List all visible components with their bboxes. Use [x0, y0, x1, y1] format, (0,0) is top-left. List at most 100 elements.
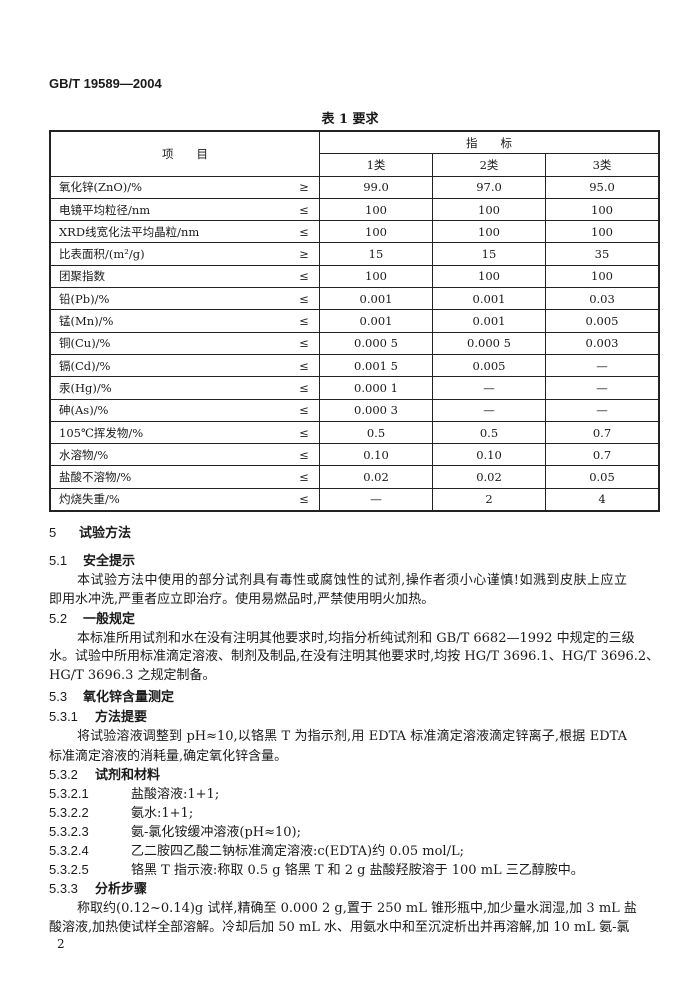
section-title: 安全提示 [83, 554, 136, 569]
table-row: 水溶物/% ≤0.10 0.10 0.7 [49, 443, 660, 467]
row-item: 汞(Hg)/% [49, 376, 289, 400]
row-value: 0.03 [545, 287, 660, 311]
item-number: 5.3.2.3 [49, 824, 89, 839]
row-value: 0.7 [545, 443, 660, 467]
row-value: — [545, 353, 660, 378]
paragraph-line: HG/T 3696.3 之规定制备。 [49, 668, 216, 683]
table-row: 盐酸不溶物/% ≤0.02 0.02 0.05 [49, 465, 660, 489]
row-value: 100 [319, 264, 433, 289]
row-item: 镉(Cd)/% [49, 353, 289, 378]
row-value: 95.0 [545, 175, 660, 199]
section-number: 5.1 [49, 553, 68, 568]
column-header-category: 3类 [545, 153, 660, 177]
requirements-table: 项 目 指 标 1类 2类 3类 氧化锌(ZnO)/% ≥99.0 97.0 95.0… [49, 130, 660, 513]
row-item: XRD线宽化法平均晶粒/nm [49, 220, 289, 244]
row-value: 100 [432, 220, 546, 244]
section-5-2-heading: 5.2 一般规定 [49, 608, 135, 627]
row-item: 比表面积/(m²/g) [49, 242, 289, 266]
table-row: XRD线宽化法平均晶粒/nm ≤100 100 100 [49, 220, 660, 244]
row-item: 水溶物/% [49, 443, 289, 467]
item-number: 5.3.2.1 [49, 786, 89, 801]
row-operator: ≥ [289, 175, 320, 199]
row-value: 100 [545, 220, 660, 244]
item-text: 氨-氯化铵缓冲溶液(pH≈10); [131, 825, 302, 840]
paragraph-line: 将试验溶液调整到 pH≈10,以铬黑 T 为指示剂,用 EDTA 标准滴定溶液滴… [77, 729, 627, 744]
row-item: 铅(Pb)/% [49, 287, 289, 311]
column-header-index: 指 标 [319, 130, 660, 155]
row-value: 0.10 [432, 443, 546, 467]
row-operator: ≤ [289, 398, 320, 422]
row-value: 0.001 5 [319, 353, 433, 378]
row-value: 0.001 [319, 287, 433, 311]
section-5-3-heading: 5.3 氧化锌含量测定 [49, 686, 174, 705]
item-text: 铬黑 T 指示液:称取 0.5 g 铬黑 T 和 2 g 盐酸羟胺溶于 100 … [131, 863, 584, 878]
section-5-3-2-heading: 5.3.2 试剂和材料 [49, 764, 160, 783]
reagent-item: 5.3.2.2 氨水:1+1; [49, 802, 193, 821]
section-title: 试剂和材料 [95, 768, 161, 783]
item-text: 乙二胺四乙酸二钠标准滴定溶液:c(EDTA)约 0.05 mol/L; [131, 844, 464, 859]
section-title: 试验方法 [79, 526, 132, 541]
row-value: 0.10 [319, 443, 433, 467]
row-value: 100 [432, 264, 546, 289]
row-value: — [432, 398, 546, 422]
table-row: 砷(As)/% ≤0.000 3— — [49, 398, 660, 422]
row-value: 0.000 5 [319, 331, 433, 355]
section-number: 5.3 [49, 689, 68, 704]
table-title: 表 1 要求 [321, 112, 379, 127]
reagent-item: 5.3.2.4 乙二胺四乙酸二钠标准滴定溶液:c(EDTA)约 0.05 mol/… [49, 840, 464, 859]
row-item: 砷(As)/% [49, 398, 289, 422]
row-value: 0.005 [432, 353, 546, 378]
paragraph-line: 称取约(0.12~0.14)g 试样,精确至 0.000 2 g,置于 250 … [77, 901, 637, 916]
row-item: 105℃挥发物/% [49, 420, 289, 445]
table-row: 比表面积/(m²/g) ≥15 15 35 [49, 242, 660, 266]
row-value: — [545, 398, 660, 422]
section-number: 5.3.1 [49, 709, 78, 724]
row-value: 100 [545, 197, 660, 222]
row-operator: ≤ [289, 353, 320, 378]
table-row: 105℃挥发物/% ≤0.5 0.5 0.7 [49, 420, 660, 445]
row-item: 盐酸不溶物/% [49, 465, 289, 489]
row-value: 0.000 5 [432, 331, 546, 355]
paragraph-line: 即用水冲洗,严重者应立即治疗。使用易燃品时,严禁使用明火加热。 [49, 592, 435, 607]
row-value: 2 [432, 487, 546, 512]
table-row: 汞(Hg)/% ≤0.000 1— — [49, 376, 660, 400]
reagent-item: 5.3.2.1 盐酸溶液:1+1; [49, 783, 219, 802]
page-number: 2 [57, 937, 65, 951]
row-operator: ≤ [289, 487, 320, 512]
row-value: 0.05 [545, 465, 660, 489]
row-value: 4 [545, 487, 660, 512]
paragraph-line: 水。试验中所用标准滴定溶液、制剂及制品,在没有注明其他要求时,均按 HG/T 3… [49, 649, 660, 664]
row-value: 15 [319, 242, 433, 266]
column-header-item: 项 目 [49, 130, 320, 177]
row-value: 0.005 [545, 309, 660, 333]
section-title: 分析步骤 [95, 882, 148, 897]
row-item: 灼烧失重/% [49, 487, 289, 512]
row-item: 电镜平均粒径/nm [49, 197, 289, 222]
section-number: 5 [49, 525, 57, 540]
section-title: 一般规定 [83, 612, 136, 627]
row-value: 0.5 [432, 420, 546, 445]
row-operator: ≤ [289, 465, 320, 489]
row-item: 铜(Cu)/% [49, 331, 289, 355]
row-value: 0.02 [319, 465, 433, 489]
paragraph-line: 本试验方法中使用的部分试剂具有毒性或腐蚀性的试剂,操作者须小心谨慎!如溅到皮肤上… [77, 573, 627, 588]
section-title: 氧化锌含量测定 [83, 690, 175, 705]
row-value: 100 [432, 197, 546, 222]
table-row: 灼烧失重/% ≤ —2 4 [49, 487, 660, 512]
row-operator: ≤ [289, 443, 320, 467]
table-row: 锰(Mn)/% ≤0.001 0.001 0.005 [49, 309, 660, 333]
section-5-3-1-heading: 5.3.1 方法提要 [49, 706, 147, 725]
row-value: 99.0 [319, 175, 433, 199]
row-operator: ≥ [289, 242, 320, 266]
row-value: — [319, 487, 433, 512]
row-operator: ≤ [289, 309, 320, 333]
row-item: 团聚指数 [49, 264, 289, 289]
section-5-3-3-heading: 5.3.3 分析步骤 [49, 878, 147, 897]
row-value: 0.001 [432, 287, 546, 311]
table-row: 氧化锌(ZnO)/% ≥99.0 97.0 95.0 [49, 175, 660, 199]
row-value: — [432, 376, 546, 400]
standard-number: GB/T 19589—2004 [49, 76, 162, 91]
row-operator: ≤ [289, 376, 320, 400]
row-value: 15 [432, 242, 546, 266]
row-value: 0.001 [432, 309, 546, 333]
